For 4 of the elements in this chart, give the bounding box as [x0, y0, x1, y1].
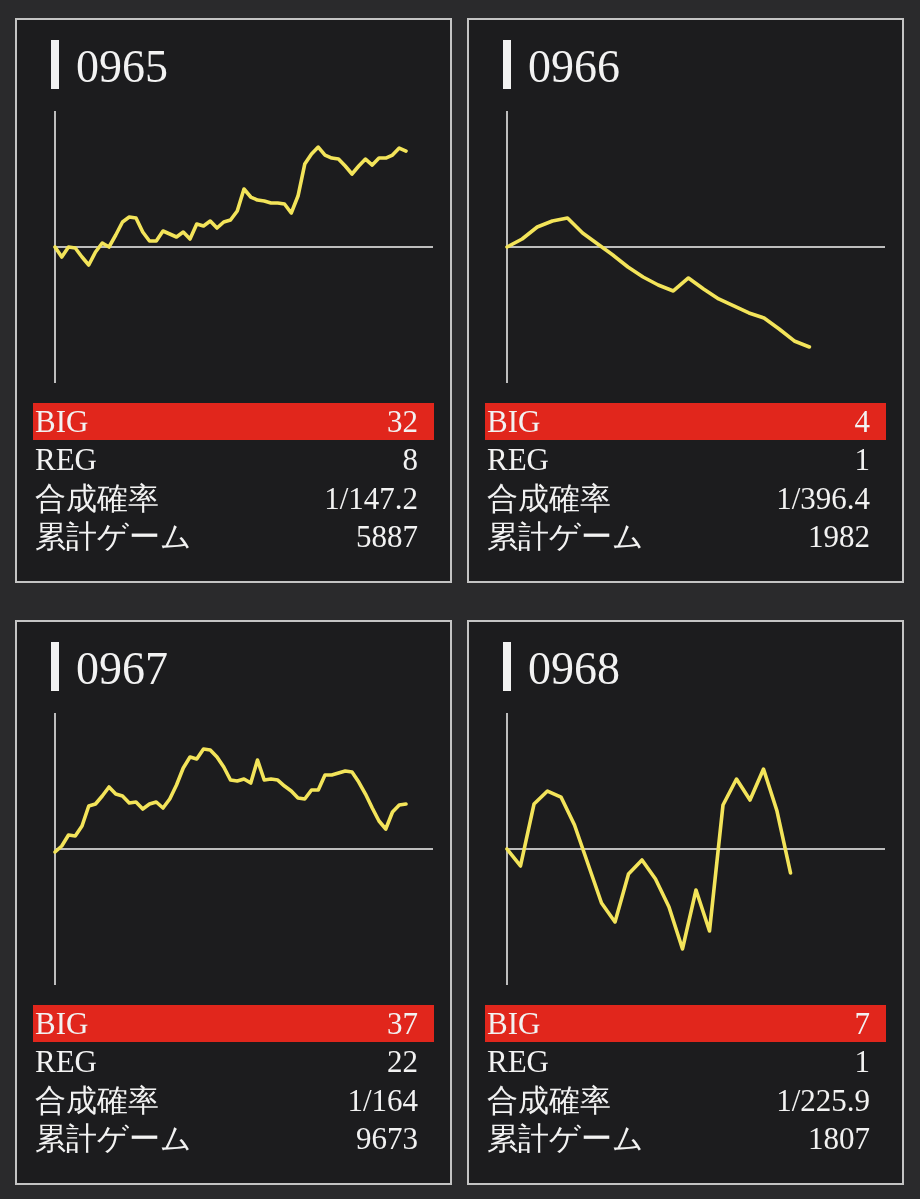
title: 0967: [76, 643, 168, 694]
title: 0965: [76, 41, 168, 92]
title: 0968: [528, 643, 620, 694]
title: 0966: [528, 41, 620, 92]
